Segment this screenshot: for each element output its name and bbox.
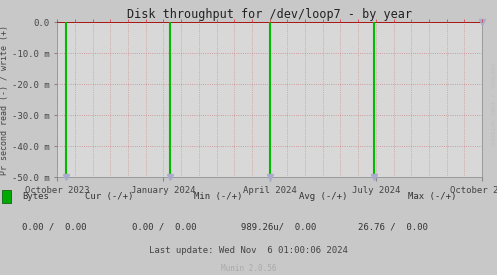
Text: RRDTOOL / TOBI OETIKER: RRDTOOL / TOBI OETIKER xyxy=(490,63,495,146)
Text: Cur (-/+): Cur (-/+) xyxy=(85,192,134,201)
Text: Munin 2.0.56: Munin 2.0.56 xyxy=(221,265,276,273)
Text: Avg (-/+): Avg (-/+) xyxy=(299,192,347,201)
Text: Max (-/+): Max (-/+) xyxy=(408,192,457,201)
Title: Disk throughput for /dev/loop7 - by year: Disk throughput for /dev/loop7 - by year xyxy=(127,8,412,21)
Text: 26.76 /  0.00: 26.76 / 0.00 xyxy=(358,222,428,231)
Text: Last update: Wed Nov  6 01:00:06 2024: Last update: Wed Nov 6 01:00:06 2024 xyxy=(149,246,348,255)
Text: Bytes: Bytes xyxy=(22,192,49,201)
Text: 0.00 /  0.00: 0.00 / 0.00 xyxy=(132,222,196,231)
Text: Min (-/+): Min (-/+) xyxy=(194,192,243,201)
Text: 989.26u/  0.00: 989.26u/ 0.00 xyxy=(241,222,316,231)
Y-axis label: Pr second read (-) / write (+): Pr second read (-) / write (+) xyxy=(0,25,9,175)
Text: 0.00 /  0.00: 0.00 / 0.00 xyxy=(22,222,87,231)
